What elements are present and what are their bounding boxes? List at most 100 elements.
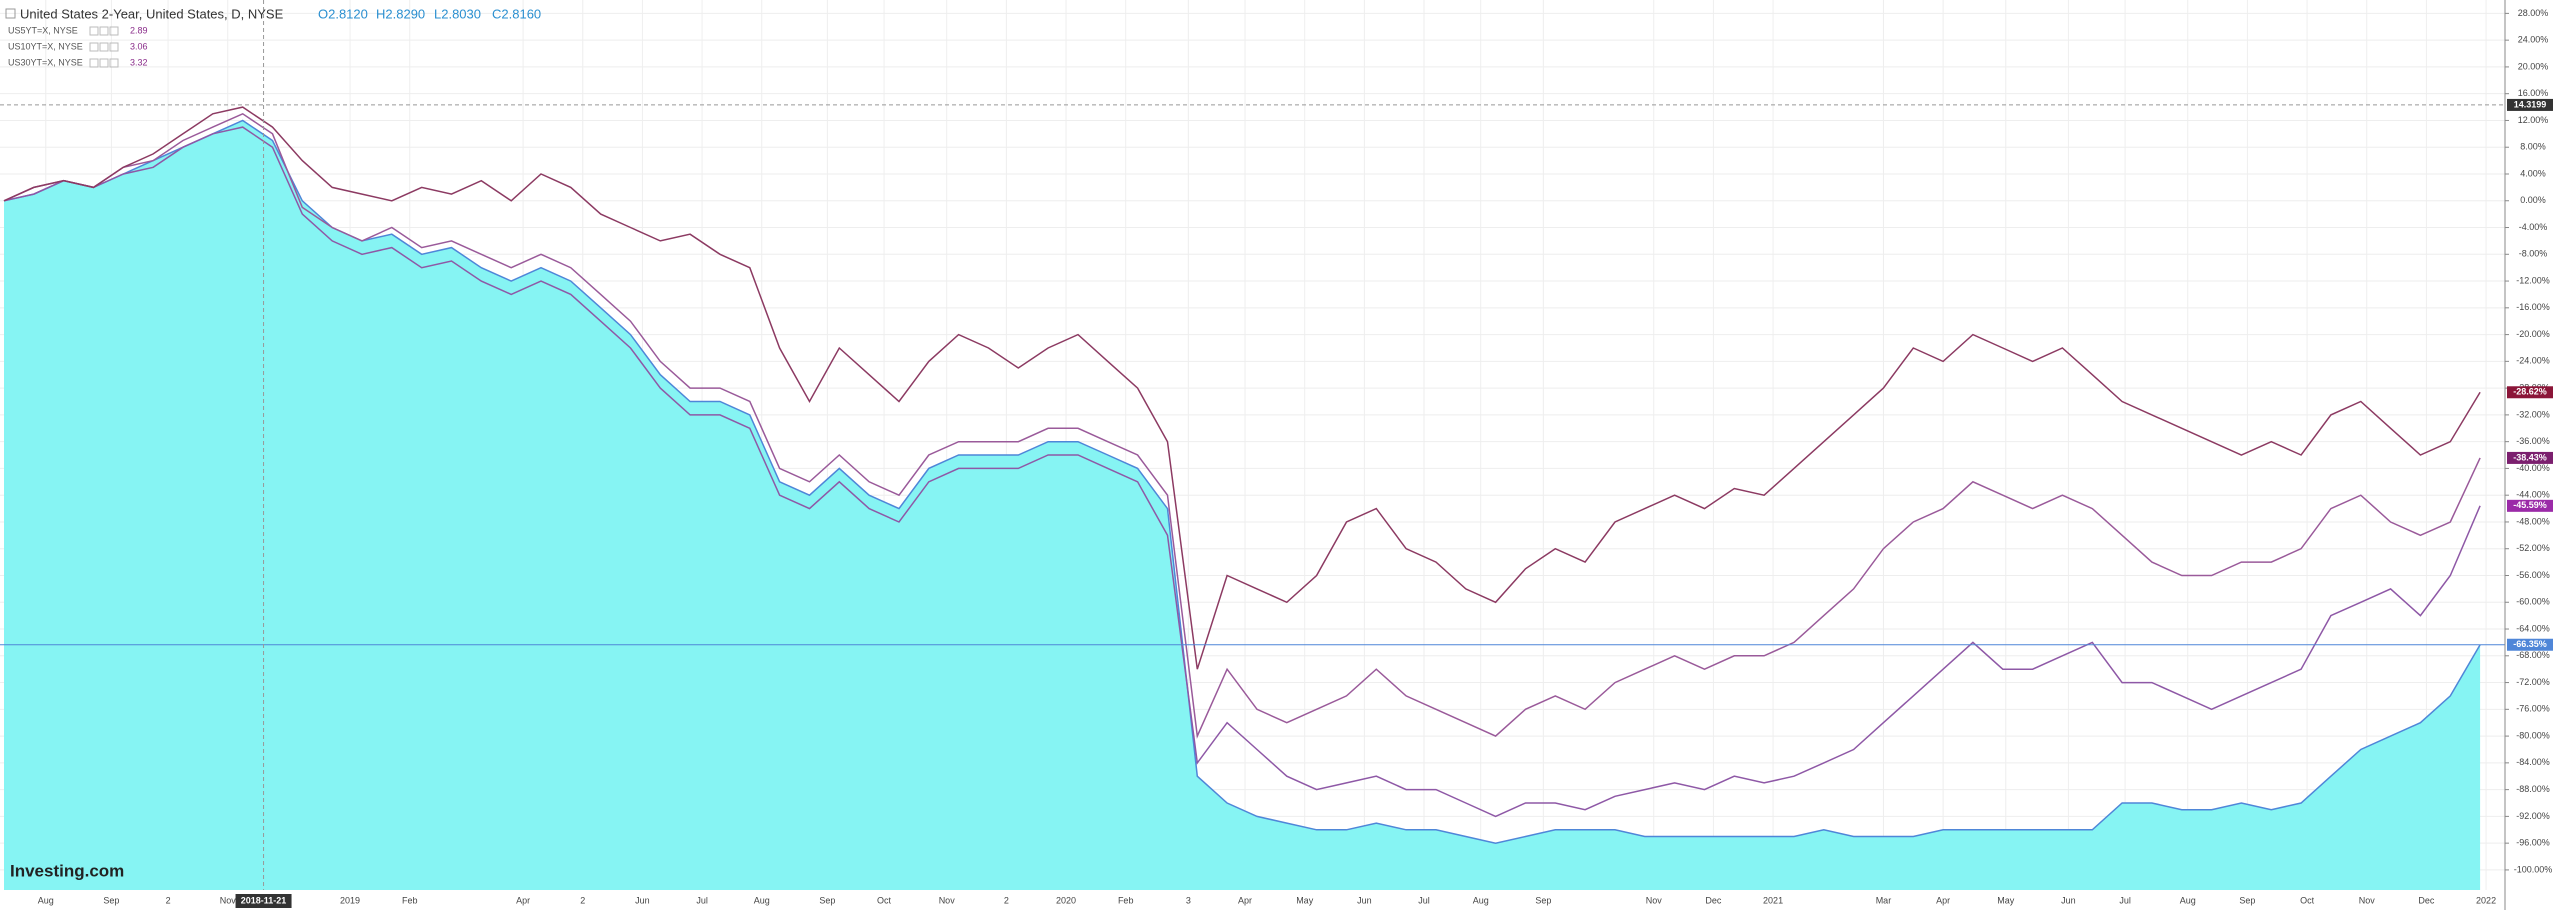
y-tick-label: -24.00% (2516, 356, 2550, 366)
y-tick-label: -4.00% (2519, 222, 2548, 232)
crosshair-x-badge (235, 894, 292, 908)
collapse-icon (5, 8, 16, 19)
x-tick-label: Apr (516, 895, 530, 905)
y-tick-label: -32.00% (2516, 409, 2550, 419)
end-label: -28.62% (2513, 387, 2547, 397)
x-tick-label: Sep (2239, 895, 2255, 905)
end-label: -38.43% (2513, 452, 2547, 462)
x-tick-label: Oct (877, 895, 892, 905)
y-tick-label: -20.00% (2516, 329, 2550, 339)
legend-value: 3.32 (130, 57, 148, 67)
y-tick-label: -88.00% (2516, 784, 2550, 794)
y-tick-label: -72.00% (2516, 677, 2550, 687)
legend-icon (89, 58, 99, 68)
series-line (3, 126, 2481, 818)
legend-name: US5YT=X, NYSE (8, 25, 78, 35)
x-tick-label: Jun (2061, 895, 2076, 905)
y-tick-label: -16.00% (2516, 302, 2550, 312)
x-tick-label: 2021 (1763, 895, 1783, 905)
y-tick-label: -8.00% (2519, 249, 2548, 259)
x-tick-label: Feb (402, 895, 418, 905)
y-tick-label: -68.00% (2516, 650, 2550, 660)
legend: US5YT=X, NYSE 2.89 US10YT=X, NYSE 3.06 US30Y… (8, 25, 148, 68)
legend-icon (109, 58, 119, 68)
y-tick-label: -60.00% (2516, 597, 2550, 607)
x-tick-label: Sep (1535, 895, 1551, 905)
x-tick-label: Aug (2180, 895, 2196, 905)
x-tick-label: Dec (2418, 895, 2435, 905)
y-tick-label: -96.00% (2516, 838, 2550, 848)
x-tick-label: Sep (819, 895, 835, 905)
x-tick-label: May (1296, 895, 1314, 905)
y-tick-label: -40.00% (2516, 463, 2550, 473)
end-label: -45.59% (2513, 500, 2547, 510)
legend-icon (89, 26, 99, 36)
end-badge (2507, 499, 2553, 512)
x-tick-label: Mar (1876, 895, 1892, 905)
y-tick-label: 4.00% (2520, 168, 2546, 178)
legend-icon (99, 58, 109, 68)
legend-icon (109, 26, 119, 36)
x-tick-label: 2 (580, 895, 585, 905)
crosshair-x-label: 2018-11-21 (241, 895, 287, 905)
y-tick-label: 20.00% (2518, 61, 2549, 71)
series-line (3, 119, 2481, 844)
x-tick-label: Nov (1646, 895, 1663, 905)
legend-name: US10YT=X, NYSE (8, 41, 83, 51)
crosshair-y-label: 14.3199 (2514, 99, 2547, 109)
crosshair-y-badge (2507, 98, 2553, 111)
y-tick-label: -76.00% (2516, 704, 2550, 714)
x-tick-label: Aug (38, 895, 54, 905)
x-tick-label: Jul (696, 895, 708, 905)
watermark: Investing.com (10, 861, 124, 880)
y-tick-label: -44.00% (2516, 490, 2550, 500)
end-badge (2507, 451, 2553, 464)
ohlc-value: H2.8290 (376, 6, 425, 21)
x-tick-label: May (1997, 895, 2015, 905)
x-tick-label: Dec (1705, 895, 1722, 905)
x-tick-label: Jun (635, 895, 650, 905)
x-tick-label: Jul (1418, 895, 1430, 905)
y-tick-label: -36.00% (2516, 436, 2550, 446)
ohlc: O2.8120 H2.8290 L2.8030 C2.8160 (318, 6, 541, 21)
ohlc-value: L2.8030 (434, 6, 481, 21)
y-tick-label: -48.00% (2516, 516, 2550, 526)
x-tick-label: 3 (1186, 895, 1191, 905)
x-tick-label: Feb (1118, 895, 1134, 905)
x-tick-label: 2022 (2476, 895, 2496, 905)
x-tick-label: 2 (166, 895, 171, 905)
end-label: -66.35% (2513, 639, 2547, 649)
end-badge (2507, 638, 2553, 651)
series-line (3, 112, 2481, 739)
legend-icon (99, 26, 109, 36)
header-title: United States 2-Year, United States, D, … (20, 6, 284, 21)
x-tick-label: 2020 (1056, 895, 1076, 905)
ohlc-value: O2.8120 (318, 6, 368, 21)
plot (3, 106, 2481, 890)
y-tick-label: -56.00% (2516, 570, 2550, 580)
y-tick-label: -52.00% (2516, 543, 2550, 553)
x-tick-label: Jun (1357, 895, 1372, 905)
legend-icon (99, 42, 109, 52)
x-tick-label: Apr (1936, 895, 1950, 905)
y-tick-label: -12.00% (2516, 275, 2550, 285)
x-tick-label: Apr (1238, 895, 1252, 905)
y-tick-label: 24.00% (2518, 35, 2549, 45)
legend-value: 2.89 (130, 25, 148, 35)
legend-icon (109, 42, 119, 52)
legend-icon (89, 42, 99, 52)
y-tick-label: 8.00% (2520, 142, 2546, 152)
area (4, 120, 2481, 890)
legend-value: 3.06 (130, 41, 148, 51)
end-badge (2507, 386, 2553, 399)
x-tick-label: Sep (103, 895, 119, 905)
y-tick-label: 16.00% (2518, 88, 2549, 98)
x-tick-label: Nov (2359, 895, 2376, 905)
y-tick-label: -64.00% (2516, 623, 2550, 633)
x-tick-label: Aug (754, 895, 770, 905)
y-tick-label: 12.00% (2518, 115, 2549, 125)
x-tick-label: Nov (220, 895, 237, 905)
y-tick-label: 28.00% (2518, 8, 2549, 18)
